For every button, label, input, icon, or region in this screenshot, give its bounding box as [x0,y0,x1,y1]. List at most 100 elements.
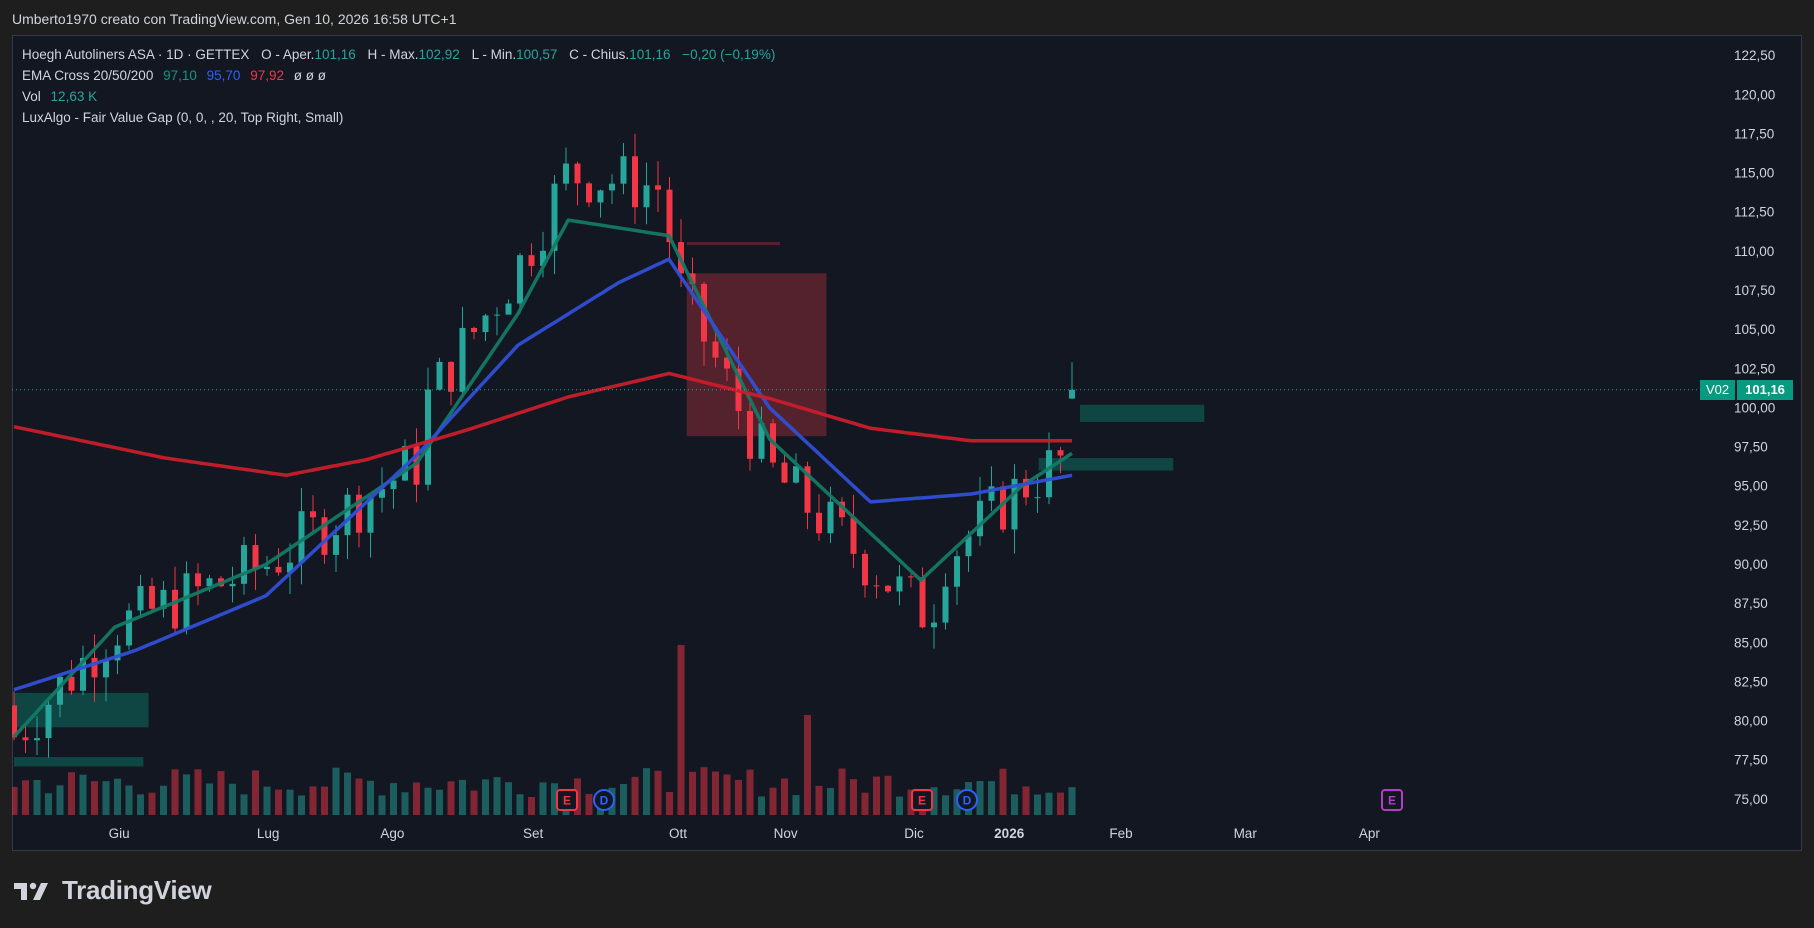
volume-bar [988,781,995,815]
volume-bar [838,768,846,815]
candle-body [356,494,362,533]
volume-bar [551,783,558,815]
candle-body [781,462,788,483]
y-axis-label: 107,50 [1734,283,1775,298]
price-chart[interactable]: 122,50 120,00 117,50 115,00 112,50 110,00 107,… [12,35,1802,851]
volume-bar [643,768,650,815]
volume-bar [735,779,742,815]
x-axis-label: Lug [257,826,280,841]
candle-body [264,566,270,570]
volume-bar [79,774,87,815]
volume-bar [367,780,374,815]
volume-bar [654,770,662,815]
volume-bar [781,778,788,815]
candle-body [712,341,719,358]
price-tag-symbol: V02 [1700,379,1736,400]
ema-line-2 [13,257,1073,692]
candle-body [655,185,661,190]
volume-bar [160,785,167,815]
candle-body [80,657,86,691]
volume-bar [390,783,397,815]
earnings-icon [556,789,578,811]
candle-body [12,705,17,738]
candle-body [586,183,592,203]
volume-bar [677,645,685,815]
candle-body [310,511,316,518]
volume-bar [689,771,696,815]
candle-body [551,183,558,251]
volume-bar [528,796,535,815]
candle-body [1046,450,1052,498]
volume-bar [401,792,409,815]
candle-body [977,500,983,537]
candle-body [620,156,627,184]
volume-bar [171,769,179,815]
volume-bar [102,781,110,815]
y-axis-label: 82,50 [1734,674,1768,689]
volume-bar [321,786,328,815]
candle-body [287,562,293,573]
volume-bar [873,776,880,815]
ema-line-1 [12,218,1073,738]
volume-bar [33,779,41,815]
y-axis-label: 80,00 [1734,714,1768,729]
y-axis-label: 110,00 [1734,244,1774,259]
volume-bar [1057,792,1064,815]
event-marker-dividend: D [593,789,615,811]
y-axis-label: 77,50 [1734,753,1768,768]
candle-body [183,573,190,629]
volume-bar [505,782,512,815]
candle-body [57,676,63,705]
volume-bar [114,778,121,815]
candle-body [540,250,546,266]
volume-bar [22,780,29,815]
candle-body [45,704,52,739]
candle-body [816,512,822,534]
volume-bar [413,782,420,815]
dividend-icon [593,789,615,811]
y-axis-label: 95,00 [1734,479,1768,494]
candle-body [563,163,569,184]
candle-body [333,535,339,555]
event-marker-earnings: E [911,789,933,811]
candle-body [344,494,351,536]
candle-body [988,486,995,501]
candle-body [425,389,431,485]
y-axis-label: 122,50 [1734,48,1775,63]
candle-body [1057,450,1064,456]
event-marker-label: E [1388,794,1396,808]
candle-body [275,566,282,573]
volume-bar [585,794,593,815]
x-axis-label: Set [523,826,544,841]
volume-bar [252,770,259,815]
event-marker-dividend: D [956,789,978,811]
chart-panel[interactable] [12,35,1802,851]
volume-bar [355,778,363,815]
volume-bar [344,772,351,815]
fvg-box-bullish [14,757,144,767]
candle-body [252,545,259,570]
fvg-box-bearish [686,241,780,246]
y-axis-label: 85,00 [1734,635,1768,650]
x-axis-label: Nov [774,826,798,841]
x-axis-label: Dic [904,826,924,841]
candle-body [839,501,845,518]
volume-bar [309,786,317,815]
volume-bar [1045,792,1053,815]
volume-bar [769,787,777,815]
volume-bar [470,790,478,815]
candle-body [402,446,408,481]
volume-bar [815,785,823,815]
y-axis-label: 102,50 [1734,361,1775,376]
candle-body [436,361,443,390]
volume-bar [436,789,443,815]
volume-bar [263,786,271,815]
candle-body [459,327,466,392]
tradingview-brand[interactable]: TradingView [14,875,212,906]
candle-body [68,676,75,691]
volume-bar [447,781,455,815]
brand-name: TradingView [62,875,212,905]
y-axis-label: 97,50 [1734,440,1768,455]
volume-bar [12,786,18,815]
candle-body [34,738,40,741]
